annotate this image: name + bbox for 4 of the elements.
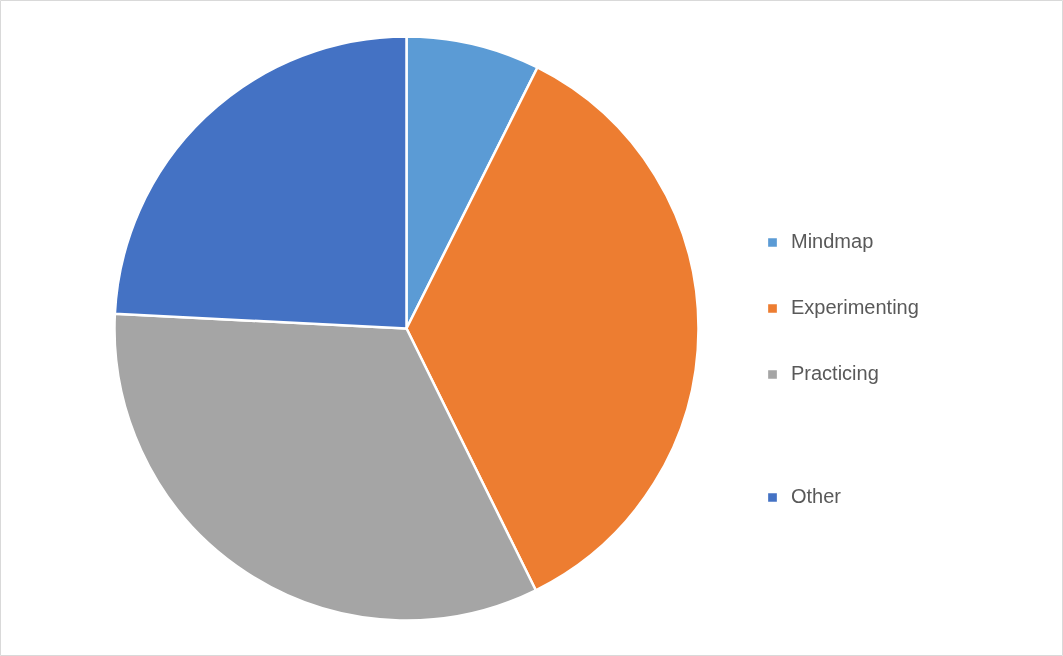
legend-label: Mindmap — [791, 230, 874, 253]
legend-label: Other — [791, 485, 842, 508]
legend-label: Experimenting — [791, 296, 919, 319]
legend-label: Practicing — [791, 362, 879, 385]
